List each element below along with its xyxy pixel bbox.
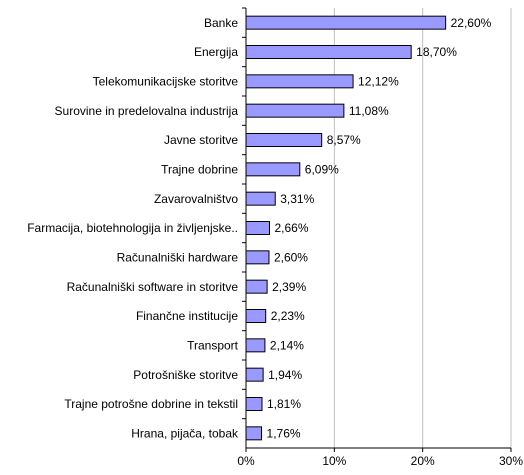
value-label: 1,76% xyxy=(267,427,301,441)
bar xyxy=(245,162,301,177)
value-label: 2,66% xyxy=(274,221,308,235)
y-tick-label: Telekomunikacijske storitve xyxy=(93,75,239,89)
bar xyxy=(245,45,412,59)
y-tick-label: Hrana, pijača, tobak xyxy=(131,427,239,441)
y-tick-label: Računalniški software in storitve xyxy=(67,280,239,294)
value-label: 1,81% xyxy=(267,397,301,411)
y-tick-label: Potrošniške storitve xyxy=(133,368,238,382)
value-label: 2,39% xyxy=(272,280,306,294)
value-label: 12,12% xyxy=(358,75,399,89)
x-tick-label: 10% xyxy=(322,454,346,468)
bar xyxy=(245,191,276,206)
y-tick-label: Surovine in predelovalna industrija xyxy=(55,104,239,118)
bar xyxy=(245,367,264,382)
value-label: 6,09% xyxy=(305,163,339,177)
bar xyxy=(245,221,270,235)
bar xyxy=(245,309,267,323)
y-tick-label: Banke xyxy=(204,16,238,30)
value-label: 8,57% xyxy=(327,133,361,147)
bar xyxy=(245,74,354,89)
x-tick-label: 0% xyxy=(237,454,255,468)
bar xyxy=(245,15,447,30)
value-label: 2,14% xyxy=(270,339,304,353)
bar xyxy=(245,426,263,441)
bar xyxy=(245,103,345,118)
value-label: 11,08% xyxy=(349,104,389,118)
x-tick-label: 20% xyxy=(411,454,435,468)
y-tick-label: Energija xyxy=(194,45,238,59)
y-tick-label: Trajne potrošne dobrine in tekstil xyxy=(64,397,238,411)
value-label: 2,23% xyxy=(271,309,305,323)
y-tick-label: Trajne dobrine xyxy=(161,163,238,177)
bar xyxy=(245,397,263,411)
value-label: 1,94% xyxy=(268,368,302,382)
y-tick-label: Zavarovalništvo xyxy=(154,192,238,206)
value-label: 2,60% xyxy=(274,251,308,265)
bar xyxy=(245,133,323,147)
bar xyxy=(245,338,266,353)
bar xyxy=(245,250,270,265)
y-tick-label: Javne storitve xyxy=(164,133,238,147)
y-tick-label: Finančne institucije xyxy=(136,309,238,323)
value-label: 3,31% xyxy=(280,192,314,206)
value-label: 18,70% xyxy=(416,45,457,59)
x-tick-label: 30% xyxy=(499,454,523,468)
value-label: 22,60% xyxy=(451,16,492,30)
y-tick-label: Farmacija, biotehnologija in življenjske… xyxy=(27,221,238,235)
y-tick-label: Transport xyxy=(187,339,239,353)
y-tick-label: Računalniški hardware xyxy=(117,251,239,265)
bar xyxy=(245,279,268,294)
